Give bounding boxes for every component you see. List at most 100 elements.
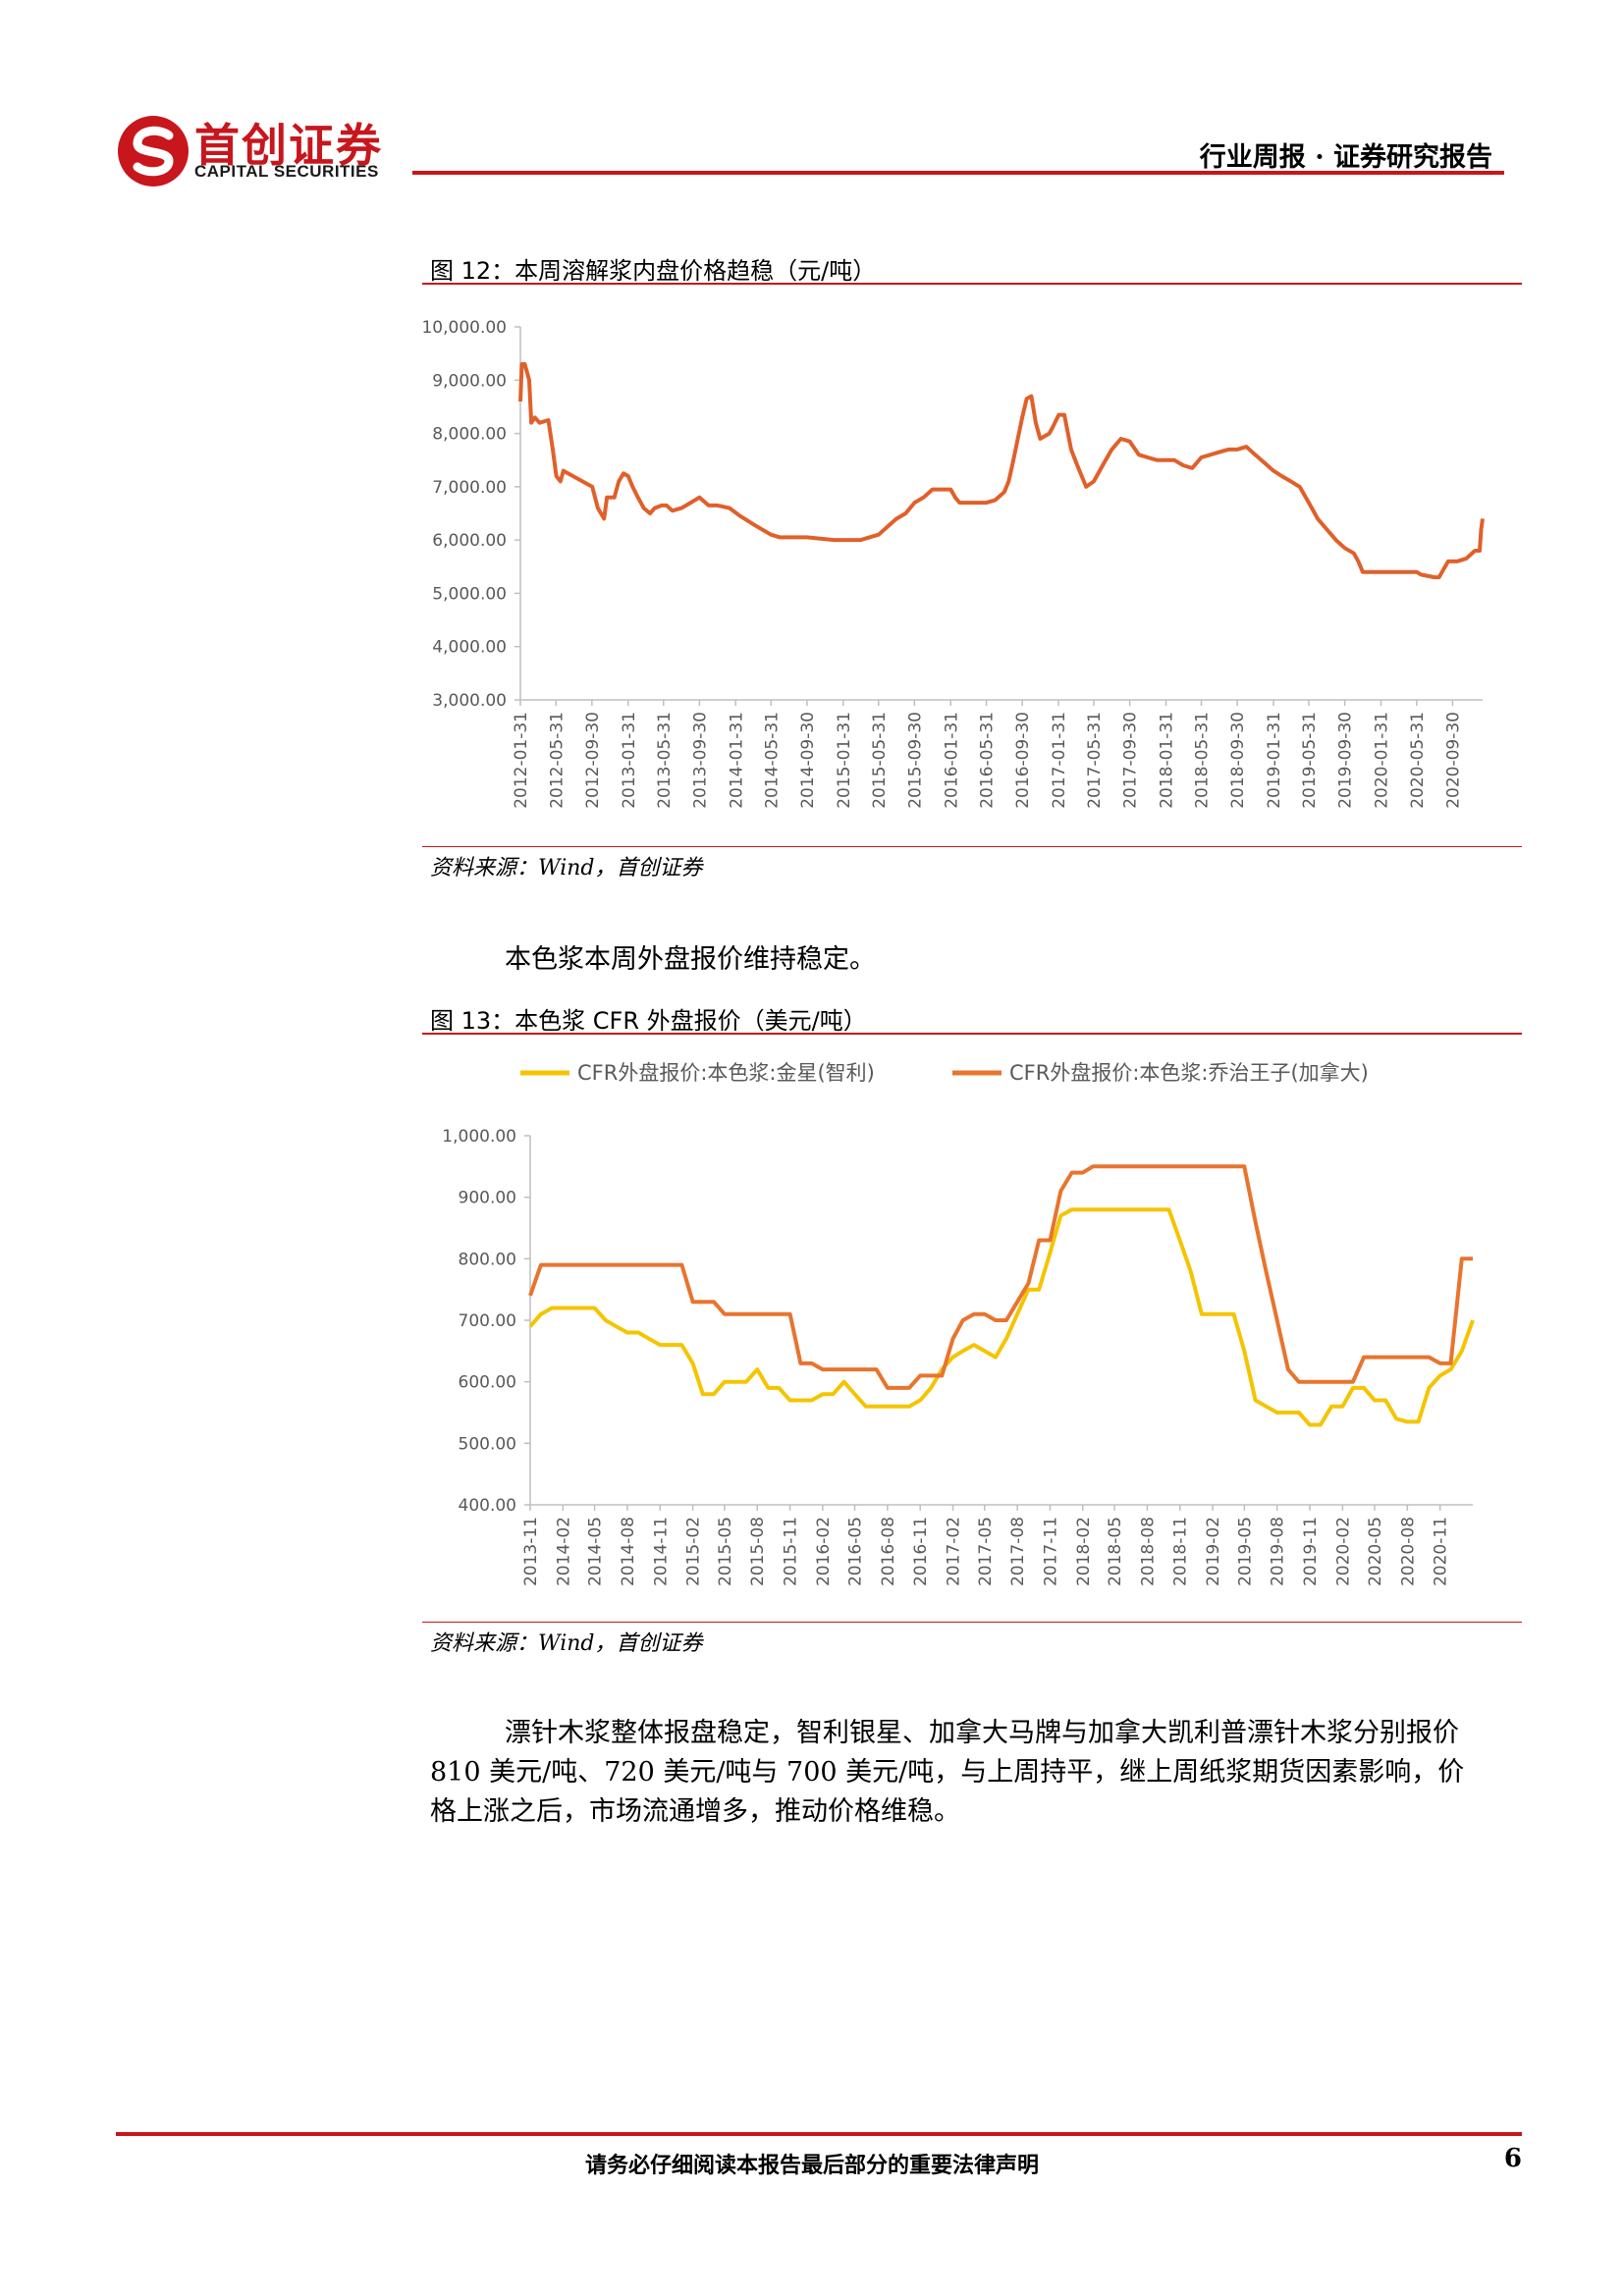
figure12-bottom-rule xyxy=(422,846,1522,847)
x-tick-label: 2015-02 xyxy=(684,1517,704,1586)
y-tick-label: 6,000.00 xyxy=(432,531,507,551)
x-tick-label: 2013-05-31 xyxy=(655,712,675,809)
x-tick-label: 2016-05-31 xyxy=(978,712,998,809)
x-tick-label: 2015-08 xyxy=(748,1517,768,1586)
y-tick-label: 3,000.00 xyxy=(432,691,507,711)
x-tick-label: 2018-01-31 xyxy=(1158,712,1177,809)
x-tick-label: 2012-05-31 xyxy=(547,712,567,809)
x-tick-label: 2019-05 xyxy=(1235,1517,1255,1586)
x-tick-label: 2018-08 xyxy=(1138,1517,1158,1586)
x-tick-label: 2012-01-31 xyxy=(512,712,531,809)
y-tick-label: 700.00 xyxy=(459,1311,516,1331)
x-tick-label: 2020-11 xyxy=(1432,1517,1451,1586)
series-line-1 xyxy=(528,1207,1475,1427)
x-tick-label: 2016-02 xyxy=(814,1517,834,1586)
paragraph-line-2: 810 美元/吨、720 美元/吨与 700 美元/吨，与上周持平，继上周纸浆期… xyxy=(430,1757,1465,1788)
y-tick-label: 4,000.00 xyxy=(432,638,507,658)
x-tick-label: 2016-11 xyxy=(911,1517,931,1586)
x-tick-label: 2018-11 xyxy=(1171,1517,1191,1586)
x-tick-label: 2017-05 xyxy=(976,1517,996,1586)
x-tick-label: 2017-01-31 xyxy=(1050,712,1069,809)
x-tick-label: 2014-01-31 xyxy=(727,712,746,809)
report-type: 行业周报 · 证券研究报告 xyxy=(1199,142,1492,173)
y-tick-label: 10,000.00 xyxy=(422,318,507,338)
x-tick-label: 2020-01-31 xyxy=(1373,712,1392,809)
x-tick-label: 2019-02 xyxy=(1204,1517,1223,1586)
y-tick-label: 900.00 xyxy=(459,1189,516,1208)
x-tick-label: 2019-11 xyxy=(1301,1517,1321,1586)
x-tick-label: 2014-05-31 xyxy=(762,712,782,809)
y-tick-label: 5,000.00 xyxy=(432,584,507,604)
y-tick-label: 800.00 xyxy=(459,1250,516,1269)
x-tick-label: 2018-02 xyxy=(1074,1517,1094,1586)
y-tick-label: 9,000.00 xyxy=(432,371,507,391)
y-tick-label: 8,000.00 xyxy=(432,425,507,445)
x-tick-label: 2017-08 xyxy=(1008,1517,1028,1586)
figure12-title: 图 12：本周溶解浆内盘价格趋稳（元/吨） xyxy=(430,257,877,285)
figure13-top-rule xyxy=(422,1033,1522,1035)
x-tick-label: 2015-09-30 xyxy=(905,712,925,809)
x-tick-label: 2020-02 xyxy=(1333,1517,1353,1586)
legend-label: CFR外盘报价:本色浆:金星(智利) xyxy=(577,1061,875,1085)
x-tick-label: 2018-05-31 xyxy=(1193,712,1213,809)
x-tick-label: 2019-01-31 xyxy=(1265,712,1284,809)
x-tick-label: 2017-11 xyxy=(1041,1517,1060,1586)
x-tick-label: 2013-01-31 xyxy=(620,712,639,809)
legend-item-2: CFR外盘报价:本色浆:乔治王子(加拿大) xyxy=(952,1061,1369,1085)
legend-item-1: CFR外盘报价:本色浆:金星(智利) xyxy=(520,1061,875,1085)
series-line-2 xyxy=(528,1164,1473,1390)
legend-label: CFR外盘报价:本色浆:乔治王子(加拿大) xyxy=(1009,1061,1369,1085)
x-tick-label: 2020-08 xyxy=(1398,1517,1418,1586)
figure13-bottom-rule xyxy=(422,1622,1522,1623)
company-logo-icon xyxy=(118,116,189,187)
y-tick-label: 600.00 xyxy=(459,1373,516,1393)
footer-disclaimer: 请务必仔细阅读本报告最后部分的重要法律声明 xyxy=(584,2153,1039,2178)
brand-name-cn: 首创证券 xyxy=(194,119,383,172)
footer-divider xyxy=(116,2132,1522,2136)
chart-cfr-unbleached-pulp: 1,000.00 900.00 800.00 700.00 600.00 500.00 40… xyxy=(442,1061,1475,1586)
x-tick-label: 2020-09-30 xyxy=(1443,712,1463,809)
x-tick-label: 2019-09-30 xyxy=(1336,712,1356,809)
chart-dissolving-pulp: 10,000.00 9,000.00 8,000.00 7,000.00 6,000.0… xyxy=(422,318,1485,809)
y-tick-label: 500.00 xyxy=(459,1434,516,1454)
x-tick-label: 2014-05 xyxy=(586,1517,606,1586)
x-tick-label: 2018-09-30 xyxy=(1228,712,1248,809)
x-tick-label: 2016-09-30 xyxy=(1013,712,1033,809)
figure12-top-rule xyxy=(422,283,1522,285)
x-tick-label: 2018-05 xyxy=(1106,1517,1125,1586)
figure13-title: 图 13：本色浆 CFR 外盘报价（美元/吨） xyxy=(430,1007,867,1035)
paragraph-line-1: 漂针木浆整体报盘稳定，智利银星、加拿大马牌与加拿大凯利普漂针木浆分别报价 xyxy=(505,1718,1459,1748)
x-tick-label: 2013-11 xyxy=(521,1517,541,1586)
page-number: 6 xyxy=(1503,2144,1522,2173)
x-tick-label: 2019-08 xyxy=(1269,1517,1288,1586)
x-tick-label: 2016-01-31 xyxy=(942,712,961,809)
series-line-1 xyxy=(518,362,1485,580)
x-tick-label: 2012-09-30 xyxy=(583,712,603,809)
brand-name-en: CAPITAL SECURITIES xyxy=(194,162,379,181)
paragraph-line-3: 格上涨之后，市场流通增多，推动价格维稳。 xyxy=(430,1796,960,1827)
header-divider xyxy=(412,171,1504,175)
y-tick-label: 1,000.00 xyxy=(442,1127,516,1147)
x-tick-label: 2015-01-31 xyxy=(835,712,854,809)
figure12-source: 资料来源：Wind，首创证券 xyxy=(430,856,703,881)
x-tick-label: 2014-02 xyxy=(554,1517,573,1586)
x-tick-label: 2019-05-31 xyxy=(1300,712,1320,809)
x-tick-label: 2016-05 xyxy=(846,1517,866,1586)
figure13-source: 资料来源：Wind，首创证券 xyxy=(430,1631,703,1656)
text-line-1: 本色浆本周外盘报价维持稳定。 xyxy=(505,944,876,975)
x-tick-label: 2015-05 xyxy=(716,1517,735,1586)
y-tick-label: 7,000.00 xyxy=(432,478,507,498)
x-tick-label: 2015-11 xyxy=(782,1517,801,1586)
x-tick-label: 2013-09-30 xyxy=(690,712,710,809)
x-tick-label: 2014-08 xyxy=(619,1517,638,1586)
x-tick-label: 2015-05-31 xyxy=(870,712,890,809)
x-tick-label: 2014-09-30 xyxy=(798,712,818,809)
x-tick-label: 2020-05-31 xyxy=(1408,712,1428,809)
x-tick-label: 2017-05-31 xyxy=(1085,712,1105,809)
x-tick-label: 2020-05 xyxy=(1366,1517,1385,1586)
x-tick-label: 2017-09-30 xyxy=(1121,712,1141,809)
x-tick-label: 2014-11 xyxy=(651,1517,671,1586)
y-tick-label: 400.00 xyxy=(459,1496,516,1516)
x-tick-label: 2016-08 xyxy=(879,1517,898,1586)
x-tick-label: 2017-02 xyxy=(945,1517,964,1586)
